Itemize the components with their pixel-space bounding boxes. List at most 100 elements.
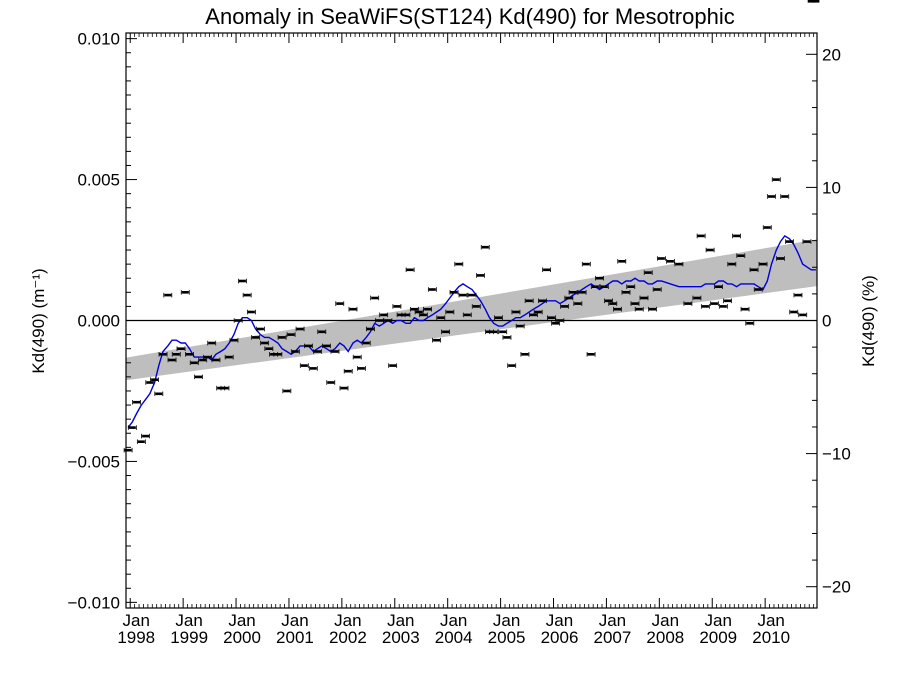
data-point-marker <box>375 319 383 322</box>
data-point-marker <box>155 392 163 396</box>
data-point-marker <box>137 440 145 443</box>
data-point <box>414 309 424 315</box>
data-point-marker <box>552 322 560 325</box>
x-tick-label: Jan <box>123 611 150 630</box>
data-point <box>621 290 631 295</box>
data-point <box>290 349 300 354</box>
data-point-marker <box>238 279 246 283</box>
data-point-marker <box>397 313 405 317</box>
data-point <box>141 433 150 439</box>
data-point-marker <box>547 316 555 319</box>
data-point <box>423 306 432 312</box>
x-tick-sublabel: 1998 <box>117 628 155 647</box>
data-point-marker <box>389 364 397 367</box>
data-point <box>264 346 274 351</box>
data-point-marker <box>587 353 595 356</box>
left-tick-label: 0.010 <box>77 30 120 49</box>
data-point-marker <box>569 291 577 294</box>
data-point <box>273 352 283 357</box>
data-point-marker <box>181 291 189 294</box>
data-point <box>613 306 622 312</box>
left-tick-label: 0.000 <box>77 312 120 331</box>
x-tick-sublabel: 2001 <box>276 628 314 647</box>
data-point <box>507 363 517 368</box>
right-axis-ticks: 20 10 0 −10 −20 <box>806 45 851 597</box>
data-point <box>441 329 450 335</box>
right-tick-label: −10 <box>822 445 851 464</box>
data-point-marker <box>543 268 551 272</box>
data-point-marker <box>790 310 798 314</box>
data-point-marker <box>495 316 502 319</box>
data-point <box>462 312 472 318</box>
data-point-marker <box>261 341 269 345</box>
data-point <box>150 377 159 382</box>
data-point-marker <box>794 293 802 297</box>
data-point-marker <box>666 260 674 263</box>
data-point <box>180 290 190 295</box>
data-point <box>771 177 781 182</box>
data-point-marker <box>419 313 427 317</box>
data-point-marker <box>807 0 815 3</box>
x-tick-label: Jan <box>493 611 520 630</box>
data-point-marker <box>693 296 701 300</box>
data-point <box>211 357 221 363</box>
data-point <box>189 360 199 366</box>
data-point-marker <box>724 299 732 303</box>
data-point-marker <box>225 355 233 359</box>
data-point <box>198 357 208 363</box>
data-point <box>330 349 340 354</box>
data-point <box>339 385 349 391</box>
data-point-marker <box>336 302 344 305</box>
data-point-marker <box>287 333 295 336</box>
data-point-marker <box>529 313 537 317</box>
data-point <box>740 306 750 312</box>
data-point <box>123 447 133 453</box>
data-point <box>238 278 247 284</box>
data-point-marker <box>459 293 467 297</box>
data-point <box>317 329 327 335</box>
data-point-marker <box>728 262 736 266</box>
data-point-marker <box>635 307 643 311</box>
data-point-marker <box>538 299 546 303</box>
data-point <box>207 340 217 346</box>
data-point <box>745 321 755 326</box>
data-point <box>590 284 600 289</box>
x-axis-ticks: Jan1998Jan1999Jan2000Jan2001Jan2002Jan20… <box>117 33 815 647</box>
data-point-marker <box>618 260 626 263</box>
data-point-marker <box>499 330 507 334</box>
x-tick-label: Jan <box>652 611 679 630</box>
data-point-marker <box>812 0 820 3</box>
data-point-marker <box>274 353 282 356</box>
data-point <box>432 337 441 343</box>
data-point-marker <box>627 285 635 288</box>
data-point-marker <box>402 313 410 317</box>
data-point-marker <box>366 327 374 331</box>
data-point-marker <box>481 245 489 249</box>
data-point <box>753 287 763 292</box>
data-point-marker <box>582 262 590 266</box>
data-point <box>789 309 799 315</box>
data-point <box>674 261 684 267</box>
data-point-marker <box>719 305 727 308</box>
data-point <box>242 292 252 298</box>
data-point-marker <box>701 305 709 308</box>
data-point-marker <box>565 296 573 300</box>
data-point <box>533 309 543 315</box>
data-point-marker <box>468 293 476 297</box>
data-point-marker <box>508 364 516 367</box>
data-point-marker <box>803 240 811 243</box>
data-point <box>749 267 759 273</box>
data-point <box>467 292 477 298</box>
data-point-marker <box>128 426 136 429</box>
data-point <box>449 290 459 295</box>
data-point <box>392 304 402 309</box>
data-point-marker <box>142 434 150 438</box>
data-point <box>480 244 490 250</box>
data-point <box>224 354 234 360</box>
data-point <box>666 259 675 264</box>
data-point <box>335 301 345 306</box>
data-point-marker <box>234 319 242 322</box>
data-point-marker <box>450 291 458 294</box>
data-point-marker <box>159 353 167 356</box>
